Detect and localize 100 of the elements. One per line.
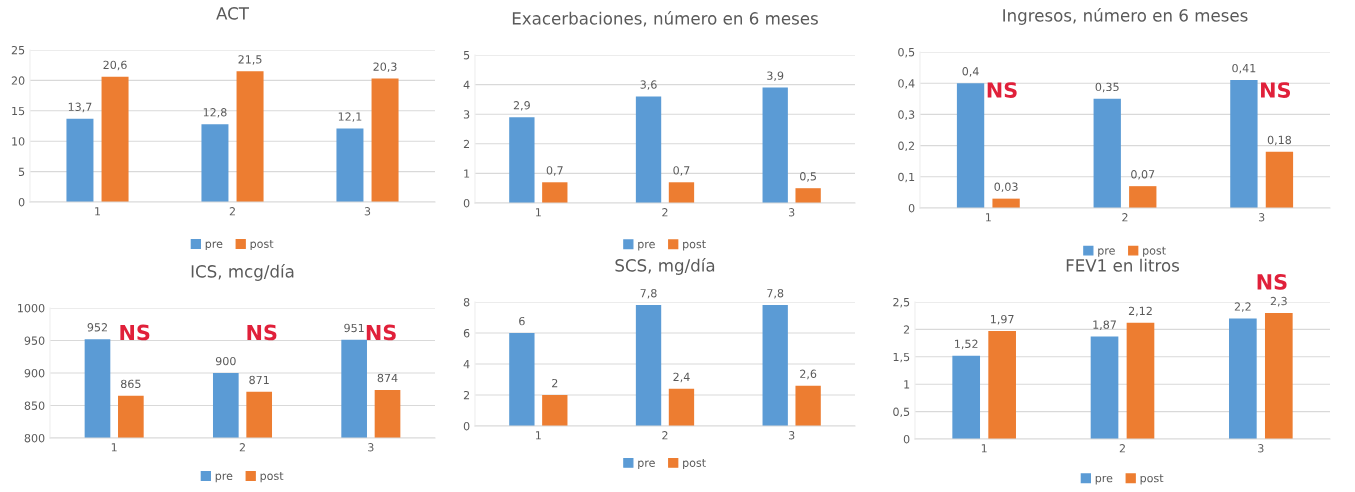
x-tick-label: 3 xyxy=(1258,444,1264,453)
data-label: 7,8 xyxy=(640,288,657,299)
bar xyxy=(66,118,94,202)
y-tick-label: 850 xyxy=(24,401,45,410)
x-tick-label: 2 xyxy=(1119,444,1125,453)
data-label: 865 xyxy=(121,379,141,389)
legend-label: pre xyxy=(638,241,655,251)
data-label: 951 xyxy=(344,323,364,333)
data-label: 0,5 xyxy=(800,172,816,182)
legend-label: post xyxy=(683,458,706,470)
y-tick-label: 0,3 xyxy=(898,110,915,120)
data-label: 12,8 xyxy=(203,108,227,118)
y-tick-label: 2 xyxy=(463,139,470,149)
legend-label: post xyxy=(1143,246,1166,257)
y-tick-label: 5 xyxy=(463,51,470,60)
data-label: 1,52 xyxy=(955,339,978,350)
y-tick-label: 4 xyxy=(463,360,470,369)
bar xyxy=(795,385,821,426)
bar xyxy=(1129,186,1157,208)
x-tick-label: 3 xyxy=(368,443,374,452)
x-tick-label: 2 xyxy=(239,443,245,452)
data-label: 2,3 xyxy=(1270,296,1287,307)
y-tick-label: 1 xyxy=(464,169,470,178)
data-label: 874 xyxy=(377,373,398,383)
data-label: 6 xyxy=(519,316,525,326)
y-tick-label: 800 xyxy=(24,433,45,443)
bar xyxy=(668,388,695,426)
data-label: 2,12 xyxy=(1128,306,1152,317)
chart-title: SCS, mg/día xyxy=(615,258,715,275)
x-tick-label: 1 xyxy=(536,431,541,440)
data-label: 7,8 xyxy=(767,288,784,299)
y-tick-label: 2 xyxy=(903,325,910,334)
y-tick-label: 0 xyxy=(463,421,470,431)
y-tick-label: 25 xyxy=(11,45,25,55)
data-label: 952 xyxy=(87,323,107,332)
x-tick-label: 1 xyxy=(95,207,101,216)
y-tick-label: 0 xyxy=(18,197,25,207)
bar xyxy=(201,124,229,202)
chart-title: Exacerbaciones, número en 6 meses xyxy=(512,11,818,27)
bar xyxy=(101,76,129,202)
annotation: NS xyxy=(120,324,150,341)
chart-title: ICS, mcg/día xyxy=(191,264,294,281)
y-tick-label: 1 xyxy=(904,380,910,389)
y-tick-label: 950 xyxy=(24,336,45,345)
data-label: 0,41 xyxy=(1232,63,1256,74)
y-tick-label: 0 xyxy=(908,203,915,213)
data-label: 20,6 xyxy=(103,60,127,71)
annotation: NS xyxy=(987,82,1017,98)
bar xyxy=(956,83,985,208)
data-label: 2,2 xyxy=(1234,302,1251,312)
x-tick-label: 3 xyxy=(1258,213,1265,222)
y-tick-label: 4 xyxy=(463,80,470,89)
bar xyxy=(1230,80,1258,208)
bar xyxy=(762,305,788,426)
data-label: 0,7 xyxy=(673,166,690,176)
data-label: 2,9 xyxy=(513,101,530,111)
legend-label: pre xyxy=(215,473,233,483)
data-label: 13,7 xyxy=(68,102,92,113)
data-label: 21,5 xyxy=(238,55,262,65)
bar xyxy=(542,395,568,426)
data-label: 0,03 xyxy=(994,182,1018,193)
x-tick-label: 1 xyxy=(536,208,541,217)
data-label: 0,18 xyxy=(1267,135,1292,146)
bar xyxy=(668,182,695,203)
y-tick-label: 900 xyxy=(24,368,45,378)
x-tick-label: 2 xyxy=(1122,213,1128,222)
y-tick-label: 10 xyxy=(12,137,25,146)
y-tick-label: 0,2 xyxy=(898,141,915,152)
legend-label: pre xyxy=(1098,248,1115,257)
y-tick-label: 0,5 xyxy=(898,47,915,58)
bar xyxy=(988,331,1016,439)
data-label: 3,6 xyxy=(640,80,657,90)
y-tick-label: 1,5 xyxy=(893,352,910,363)
data-label: 0,35 xyxy=(1095,82,1119,93)
bar xyxy=(1229,318,1257,439)
data-label: 20,3 xyxy=(373,62,397,72)
bar xyxy=(635,96,662,203)
x-tick-label: 1 xyxy=(986,213,991,222)
data-label: 12,1 xyxy=(338,112,362,122)
bar xyxy=(371,78,399,202)
x-tick-label: 3 xyxy=(364,207,371,216)
annotation: NS xyxy=(1261,82,1291,98)
x-tick-label: 2 xyxy=(229,207,235,216)
legend-label: pre xyxy=(205,241,223,251)
y-tick-label: 0,5 xyxy=(893,407,910,418)
legend-label: post xyxy=(250,240,274,251)
y-tick-label: 15 xyxy=(12,106,25,116)
y-tick-label: 8 xyxy=(463,297,470,307)
bar xyxy=(952,355,981,439)
y-tick-label: 6 xyxy=(463,328,470,338)
legend-label: post xyxy=(683,240,706,251)
legend-label: pre xyxy=(638,460,655,470)
annotation: NS xyxy=(247,324,277,341)
y-tick-label: 0,1 xyxy=(898,172,915,183)
bar xyxy=(1090,336,1119,439)
bar xyxy=(1264,312,1293,439)
data-label: 871 xyxy=(249,375,269,385)
x-tick-label: 2 xyxy=(662,208,668,217)
y-tick-label: 2,5 xyxy=(893,297,910,308)
y-tick-label: 0 xyxy=(463,198,470,208)
